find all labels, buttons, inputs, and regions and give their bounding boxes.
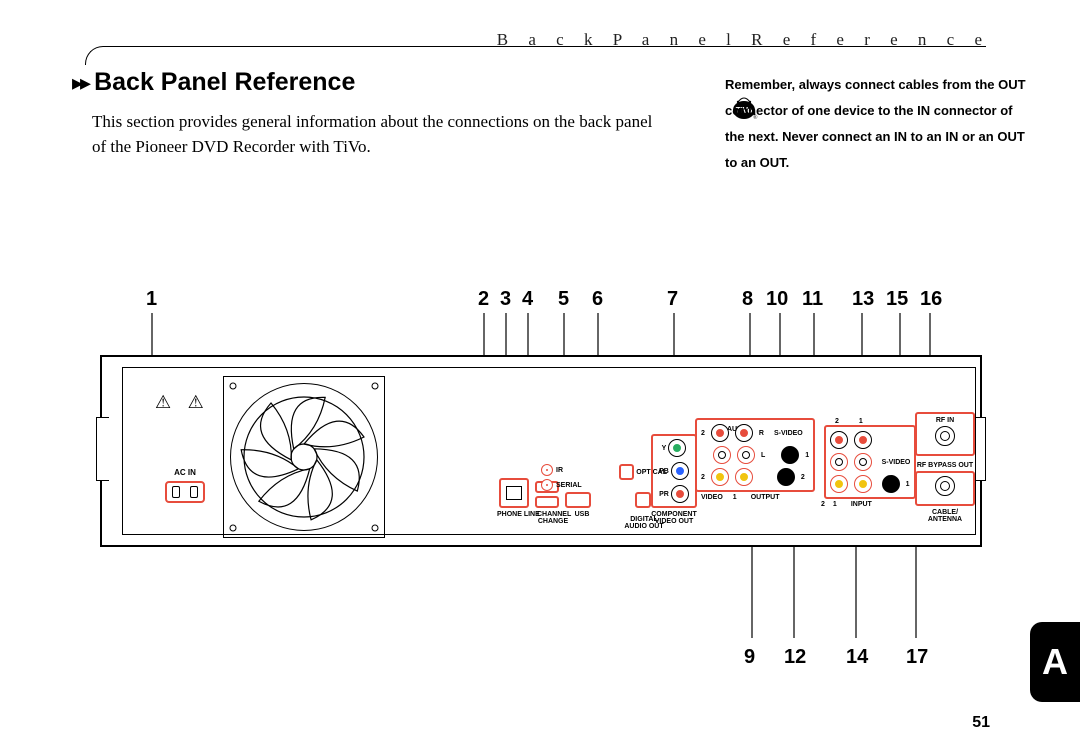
rf-in-label: RF IN [920,417,970,424]
ir-serial-cluster: IR SERIAL [541,464,597,491]
y-label: Y [662,445,667,452]
r-out-label: R [759,430,764,437]
fan-grille [223,376,385,538]
back-panel-device: ⚠ ⚠ [100,355,982,547]
ac-in-port: AC IN [159,468,211,503]
in1top-label: 1 [859,418,863,425]
output-label: OUTPUT [751,494,780,501]
hazard-icons: ⚠ ⚠ [155,392,210,413]
ac-in-label: AC IN [159,468,211,477]
pb-label: PB [659,468,669,475]
input-cluster: 2 1 S-VIDEO 1 2 1 INPUT [817,418,923,508]
l-out-label: L [761,452,765,459]
component-label: COMPONENT VIDEO OUT [651,511,697,525]
serial-label: SERIAL [556,482,582,489]
in1bot-label: 1 [833,501,837,508]
out1-label: 1 [805,452,809,459]
device-inner-face: ⚠ ⚠ [122,367,976,535]
input-label: INPUT [851,501,872,508]
phone-line-label: PHONE LINE [497,511,535,525]
output-cluster: AUDIO 2R S-VIDEO L 1 2 2 VIDEO 1 OUTPUT [695,418,815,501]
pr-label: PR [659,491,669,498]
svideo-in-label: S-VIDEO [882,459,911,466]
usb-label: USB [571,511,593,525]
cable-antenna-label: CABLE/ ANTENNA [915,509,975,523]
out2b-label: 2 [701,474,705,481]
mount-bracket-left [96,417,109,481]
rf-cable-cluster: RF IN RF BYPASS OUT CABLE/ ANTENNA [915,412,975,523]
svideo-out-label: S-VIDEO [774,430,803,437]
out2-label: 2 [701,430,705,437]
out2c-label: 2 [801,474,805,481]
thumb-tab: A [1030,622,1080,702]
ir-label: IR [556,467,563,474]
channel-change-label: CHANNEL CHANGE [537,511,569,525]
component-video-cluster: Y PB PR COMPONENT VIDEO OUT [651,434,697,525]
video-out-label: VIDEO [701,494,723,501]
in2bot-label: 2 [821,501,825,508]
in2top-label: 2 [835,418,839,425]
out-bottom-1: 1 [733,494,737,501]
rf-bypass-label: RF BYPASS OUT [915,462,975,469]
svideo-in1: 1 [906,481,910,488]
page-number: 51 [972,714,990,732]
